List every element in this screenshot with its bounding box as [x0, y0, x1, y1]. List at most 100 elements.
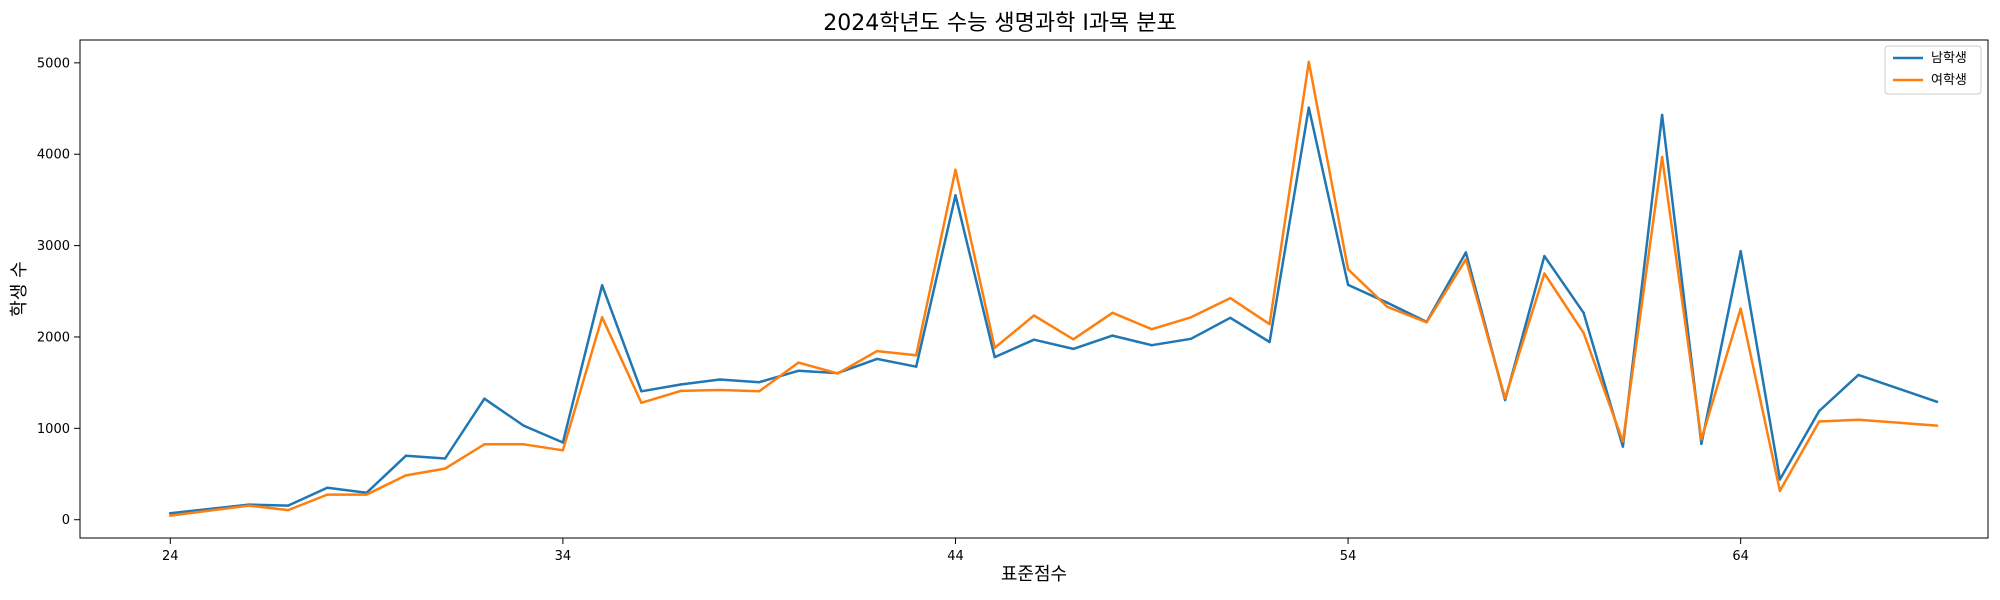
data-point [1700, 438, 1703, 441]
legend-label-female: 여학생 [1931, 73, 1967, 88]
chart-title: 2024학년도 수능 생명과학 I과목 분포 [823, 11, 1177, 36]
data-point [679, 383, 682, 386]
data-point [1072, 347, 1075, 351]
y-axis: 0 1000 2000 3000 4000 5000 [37, 56, 80, 528]
data-point [326, 493, 329, 496]
y-axis-title: 학생 수 [9, 261, 30, 316]
data-point [1229, 296, 1232, 300]
data-point [169, 512, 172, 515]
data-point [640, 401, 643, 404]
y-tick-label: 0 [62, 513, 70, 528]
data-point [915, 354, 918, 357]
data-point [1778, 489, 1782, 493]
series-points-1 [169, 60, 1939, 517]
data-point [1503, 396, 1507, 400]
data-point [1386, 305, 1389, 309]
data-point [1386, 301, 1389, 304]
data-point [1503, 398, 1507, 402]
data-point [718, 378, 722, 381]
data-point [1543, 254, 1546, 258]
data-point [1464, 251, 1468, 254]
data-point [1621, 445, 1625, 448]
data-point [757, 381, 761, 384]
data-point [1660, 113, 1664, 117]
data-point [1817, 420, 1821, 423]
data-point [954, 194, 957, 197]
data-point [1307, 106, 1311, 109]
data-point [404, 474, 408, 477]
data-point [443, 457, 447, 460]
data-point [1229, 316, 1232, 319]
data-point [1032, 338, 1036, 341]
data-point [561, 449, 565, 452]
data-point [286, 504, 290, 507]
data-point [1857, 418, 1860, 421]
data-point [993, 346, 996, 350]
x-tick-label: 64 [1732, 549, 1749, 564]
x-axis-title: 표준점수 [1001, 564, 1067, 585]
data-point [600, 316, 604, 319]
data-point [1739, 249, 1742, 253]
data-point [679, 389, 682, 393]
data-point [1425, 321, 1428, 324]
data-point [1739, 307, 1742, 310]
legend: 남학생 여학생 [1884, 45, 1982, 95]
data-point [797, 369, 800, 372]
data-point [1464, 258, 1468, 261]
data-point [1268, 340, 1271, 344]
data-point [757, 390, 761, 393]
y-tick-label: 1000 [37, 422, 70, 437]
data-point [875, 357, 879, 361]
data-point [1032, 314, 1036, 317]
x-axis: 24 34 44 54 64 [162, 538, 1749, 564]
series-lines [169, 60, 1939, 517]
data-point [1857, 373, 1860, 377]
data-point [1268, 322, 1271, 326]
data-point [1307, 60, 1311, 64]
data-point [522, 424, 525, 427]
series-line-1 [169, 60, 1939, 517]
data-point [836, 372, 839, 375]
data-point [1111, 311, 1114, 314]
data-point [915, 365, 918, 368]
data-point [1935, 400, 1939, 404]
data-point [1150, 328, 1153, 331]
data-point [600, 284, 604, 287]
data-point [1935, 424, 1939, 427]
data-point [1660, 155, 1664, 159]
data-point [1346, 283, 1350, 287]
data-point [718, 388, 722, 392]
data-point [954, 168, 957, 171]
plot-area: 24 34 44 54 64 0 1000 2000 3000 4000 5000 [37, 39, 1989, 564]
data-point [1150, 343, 1153, 347]
data-point [1111, 334, 1114, 337]
y-tick-label: 5000 [37, 56, 70, 71]
data-point [1621, 440, 1625, 443]
data-point [797, 361, 800, 364]
data-point [1189, 337, 1193, 340]
x-tick-label: 34 [555, 549, 572, 564]
data-point [326, 486, 329, 489]
data-point [1582, 331, 1585, 335]
data-point [247, 504, 251, 507]
data-point [483, 397, 486, 400]
data-point [1817, 409, 1821, 413]
y-tick-label: 4000 [37, 148, 70, 163]
data-point [1072, 338, 1075, 341]
data-point [404, 454, 408, 457]
data-point [1189, 316, 1193, 319]
data-point [483, 443, 486, 446]
data-point [443, 467, 447, 470]
data-point [1582, 311, 1585, 314]
x-tick-label: 24 [162, 549, 179, 564]
data-point [640, 390, 643, 393]
data-point [1543, 272, 1546, 275]
data-point [1346, 268, 1350, 271]
y-tick-label: 3000 [37, 239, 70, 254]
data-point [522, 443, 525, 446]
data-point [561, 441, 565, 444]
data-point [286, 508, 290, 512]
data-point [365, 493, 368, 496]
